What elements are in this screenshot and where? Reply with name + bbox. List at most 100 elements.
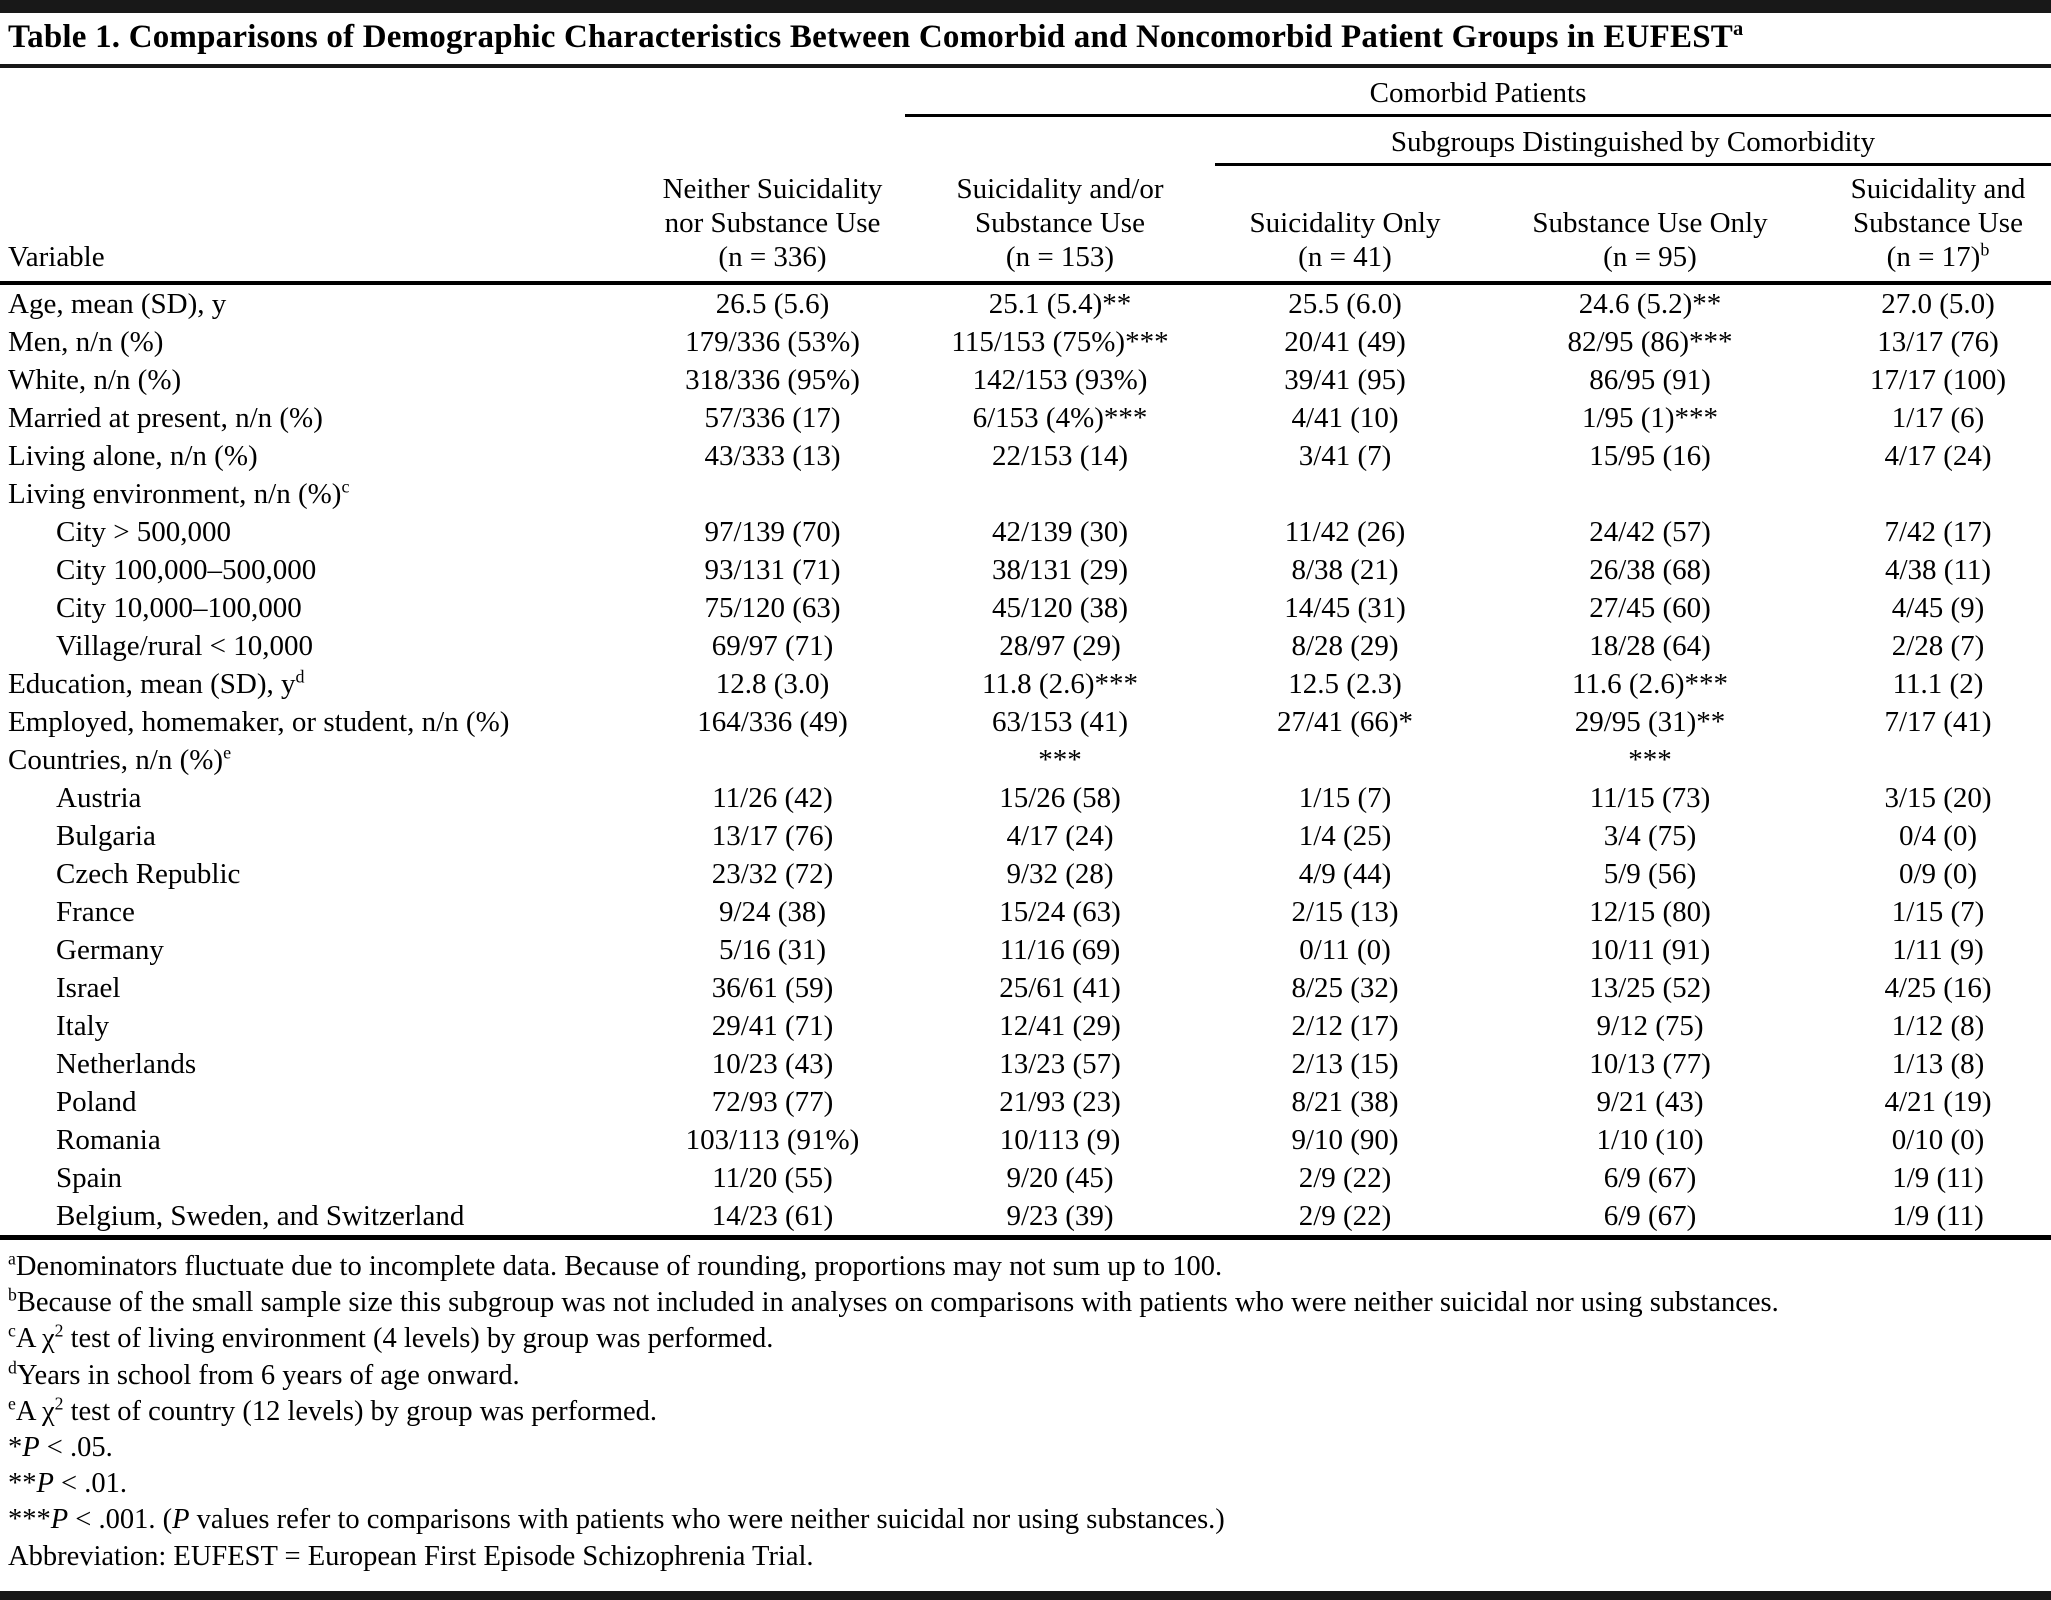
value-cell: 11/16 (69) (999, 934, 1121, 966)
value-cell: 9/10 (90) (1291, 1124, 1399, 1156)
row-label: Austria (56, 782, 142, 814)
table-header: Comorbid Patients Subgroups Distinguishe… (0, 68, 2051, 285)
value-cell: 8/28 (29) (1291, 630, 1399, 662)
value-cell: 12/15 (80) (1589, 896, 1711, 928)
row-label: City > 500,000 (56, 516, 232, 548)
column-header-group-1: Neither Suicidality nor Substance Use (n =… (640, 164, 905, 285)
row-label: Belgium, Sweden, and Switzerland (56, 1200, 465, 1232)
value-cell: 164/336 (49) (697, 706, 848, 738)
footnote-text: * (8, 1432, 23, 1464)
value-cell: 4/38 (11) (1884, 554, 1992, 586)
value-cell: 11.6 (2.6)*** (1572, 668, 1728, 700)
column-header-group-5: Suicidality and Substance Use (n = 17)b (1825, 164, 2051, 285)
top-rule (0, 0, 2051, 13)
footnote-text: Abbreviation: EUFEST = European First Ep… (8, 1540, 814, 1572)
footnote: cA χ2 test of living environment (4 leve… (8, 1321, 2043, 1357)
value-cell: 6/9 (67) (1603, 1162, 1697, 1194)
value-cell: 4/21 (19) (1884, 1086, 1992, 1118)
row-label: Israel (56, 972, 121, 1004)
value-cell: 24.6 (5.2)** (1578, 288, 1722, 320)
table-row: City 10,000–100,000 75/120 (63) 45/120 (38… (0, 589, 2051, 627)
footnotes: aDenominators fluctuate due to incomplet… (0, 1240, 2051, 1591)
value-cell: 179/336 (53%) (685, 326, 860, 358)
value-cell: 7/17 (41) (1884, 706, 1992, 738)
value-cell: 3/4 (75) (1603, 820, 1697, 852)
value-cell: *** (1628, 744, 1672, 776)
row-label: White, n/n (%) (8, 364, 182, 396)
value-cell: 28/97 (29) (999, 630, 1121, 662)
table-row: Austria 11/26 (42) 15/26 (58) 1/15 (7) 11/15… (0, 779, 2051, 817)
column-header-footnote-marker: b (1980, 239, 1990, 260)
value-cell: 6/153 (4%)*** (972, 402, 1148, 434)
value-cell: 1/9 (11) (1892, 1200, 1984, 1232)
footnote-italic-text: P (50, 1504, 69, 1536)
value-cell: 11.8 (2.6)*** (982, 668, 1138, 700)
value-cell: 5/9 (56) (1603, 858, 1697, 890)
footnote: ***P < .001. (P values refer to comparis… (8, 1502, 2043, 1538)
value-cell: 23/32 (72) (711, 858, 834, 890)
value-cell: 4/25 (16) (1884, 972, 1992, 1004)
title-rule (0, 64, 2051, 68)
footnote-text: ** (8, 1468, 37, 1500)
table-row: Living alone, n/n (%) 43/333 (13) 22/153 (… (0, 437, 2051, 475)
value-cell (640, 475, 905, 513)
value-cell: 75/120 (63) (704, 592, 841, 624)
value-cell: 7/42 (17) (1884, 516, 1992, 548)
value-cell (1475, 475, 1825, 513)
value-cell (905, 475, 1215, 513)
row-footnote-marker: e (223, 742, 232, 763)
value-cell: 29/95 (31)** (1574, 706, 1726, 738)
value-cell: 1/13 (8) (1891, 1048, 1985, 1080)
value-cell: 9/32 (28) (1006, 858, 1114, 890)
value-cell: 10/13 (77) (1589, 1048, 1711, 1080)
row-label: Poland (56, 1086, 137, 1118)
row-label: France (56, 896, 135, 928)
value-cell: 2/9 (22) (1298, 1200, 1392, 1232)
bottom-rule (0, 1591, 2051, 1600)
row-footnote-marker: c (341, 476, 350, 497)
row-label: Germany (56, 934, 164, 966)
footnote: eA χ2 test of country (12 levels) by gro… (8, 1394, 2043, 1430)
footnote-text: < .001. ( (68, 1504, 173, 1536)
value-cell: 11/20 (55) (712, 1162, 833, 1194)
table-row: Men, n/n (%) 179/336 (53%) 115/153 (75%)**… (0, 323, 2051, 361)
value-cell: 36/61 (59) (711, 972, 834, 1004)
value-cell: 4/41 (10) (1291, 402, 1399, 434)
table-row: Bulgaria 13/17 (76) 4/17 (24) 1/4 (25) 3/4 (… (0, 817, 2051, 855)
value-cell: 13/25 (52) (1589, 972, 1711, 1004)
value-cell: 4/9 (44) (1298, 858, 1392, 890)
table-row: Village/rural < 10,000 69/97 (71) 28/97 (2… (0, 627, 2051, 665)
footnote-text: < .01. (53, 1468, 127, 1500)
value-cell: 15/26 (58) (999, 782, 1121, 814)
value-cell: 25.1 (5.4)** (988, 288, 1132, 320)
footnote-text: test of country (12 levels) by group was… (63, 1395, 658, 1427)
footnote: dYears in school from 6 years of age onw… (8, 1358, 2043, 1394)
footnote-text: Denominators fluctuate due to incomplete… (15, 1251, 1223, 1282)
value-cell: 3/15 (20) (1884, 782, 1992, 814)
value-cell (1825, 475, 2051, 513)
value-cell: 69/97 (71) (711, 630, 834, 662)
demographics-table: Comorbid Patients Subgroups Distinguishe… (0, 68, 2051, 1240)
value-cell: 1/95 (1)*** (1581, 402, 1719, 434)
value-cell: 10/113 (9) (999, 1124, 1121, 1156)
table-row: Belgium, Sweden, and Switzerland 14/23 (6… (0, 1197, 2051, 1238)
row-label: Netherlands (56, 1048, 197, 1080)
value-cell: 11.1 (2) (1892, 668, 1984, 700)
value-cell: 57/336 (17) (704, 402, 841, 434)
footnote-italic-text: P (36, 1468, 54, 1500)
value-cell: 0/11 (0) (1299, 934, 1391, 966)
table-row: Married at present, n/n (%) 57/336 (17) 6/… (0, 399, 2051, 437)
footnote-marker: a (8, 1248, 16, 1269)
table-row: White, n/n (%) 318/336 (95%) 142/153 (93%)… (0, 361, 2051, 399)
footnote-marker: c (8, 1320, 16, 1341)
value-cell: 2/15 (13) (1291, 896, 1399, 928)
value-cell: 97/139 (70) (704, 516, 841, 548)
value-cell: 24/42 (57) (1589, 516, 1711, 548)
value-cell (1215, 475, 1475, 513)
table-row: City 100,000–500,000 93/131 (71) 38/131 (2… (0, 551, 2051, 589)
spanner-comorbid-patients: Comorbid Patients (905, 68, 2051, 117)
value-cell: 12/41 (29) (999, 1010, 1121, 1042)
footnote-text: Years in school from 6 years of age onwa… (16, 1359, 520, 1391)
value-cell: 2/28 (7) (1891, 630, 1985, 662)
footnote: **P < .01. (8, 1466, 2043, 1502)
